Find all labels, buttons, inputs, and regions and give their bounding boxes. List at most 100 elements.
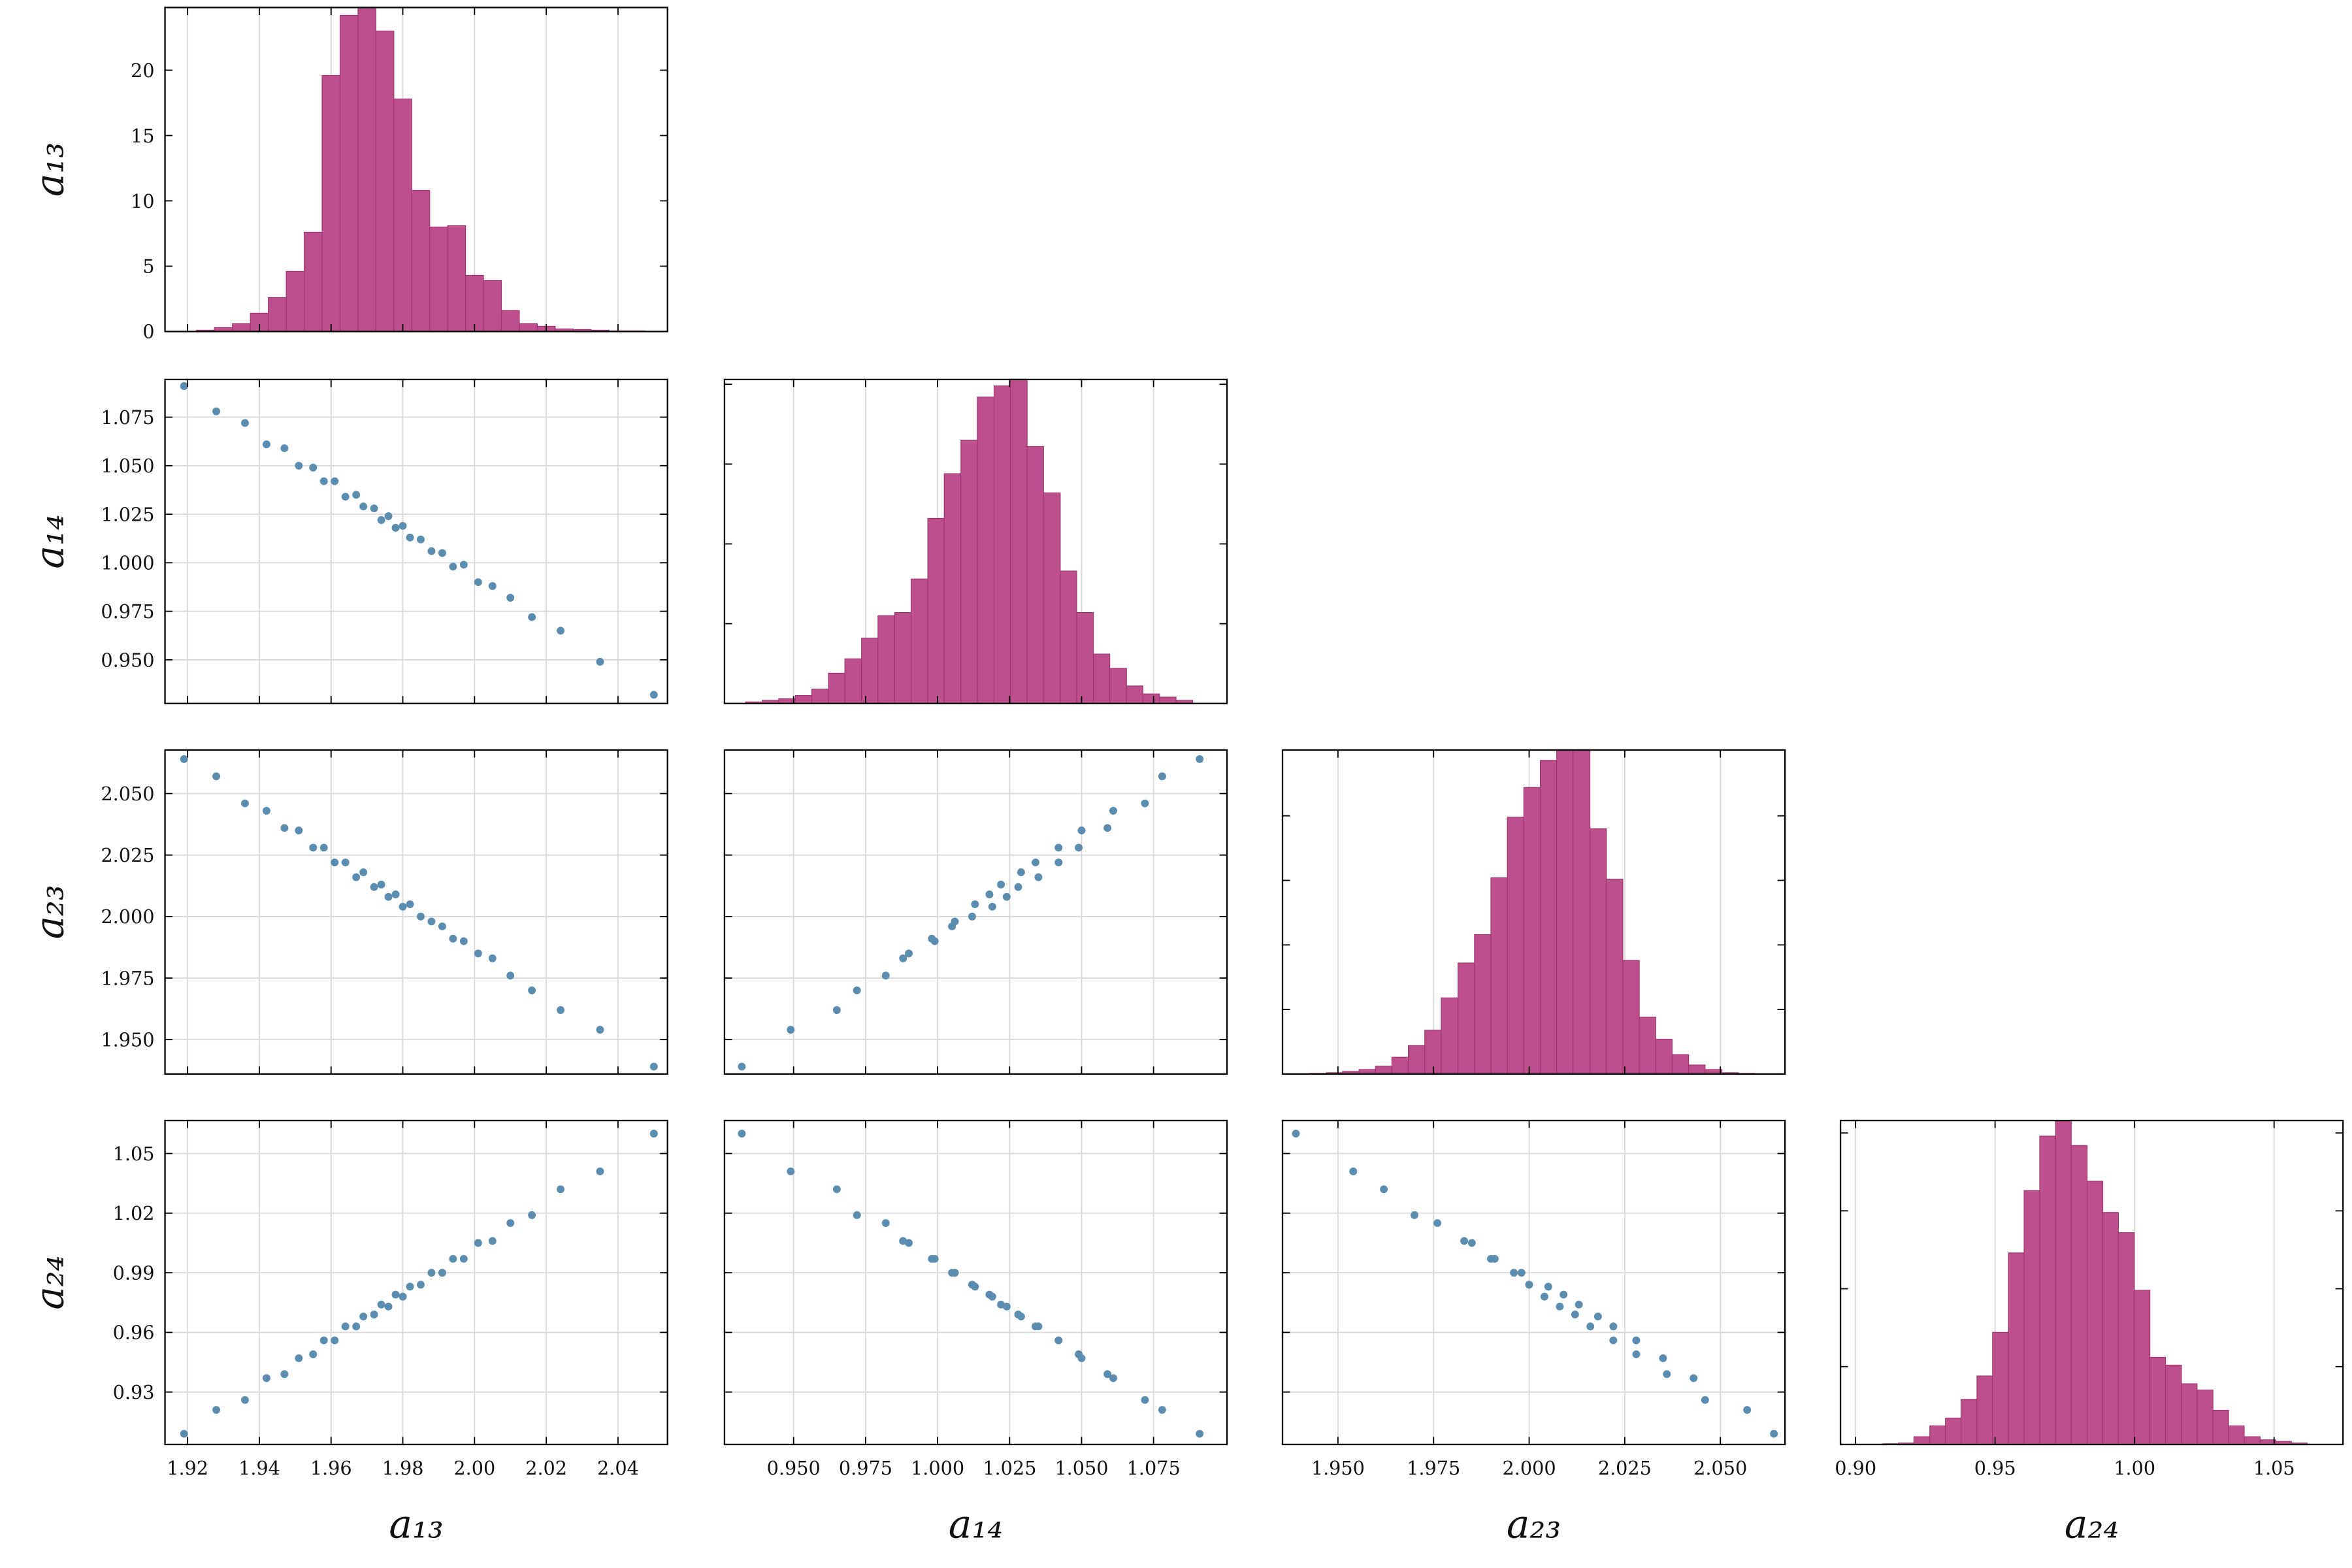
x-tick-label: 0.95 <box>1974 1457 2016 1479</box>
scatter-point <box>262 1374 270 1382</box>
histogram-bar <box>465 274 484 332</box>
scatter-point <box>1609 1336 1618 1345</box>
scatter-point <box>1525 1281 1533 1289</box>
histogram-bar <box>960 440 978 704</box>
x-tick-label: 1.05 <box>2253 1457 2295 1479</box>
y-tick-label: 2.050 <box>101 783 154 805</box>
x-tick-label: 0.950 <box>767 1457 821 1479</box>
scatter-point <box>787 1026 795 1034</box>
scatter-point <box>341 858 350 867</box>
histogram-bar <box>943 473 962 704</box>
scatter-point <box>1034 873 1043 881</box>
histogram-bar <box>2212 1409 2229 1445</box>
scatter-point <box>212 407 221 416</box>
histogram-bar <box>1109 668 1127 704</box>
scatter-point <box>905 949 913 958</box>
histogram-bar <box>1523 787 1541 1075</box>
scatter-point <box>1014 883 1022 891</box>
scatter-point <box>1560 1290 1568 1299</box>
histogram-bar <box>1655 1038 1673 1075</box>
scatter-point <box>180 1429 188 1438</box>
histogram-bar <box>794 695 813 704</box>
histogram-bar <box>1441 997 1459 1075</box>
scatter-point <box>280 1370 289 1379</box>
scatter-point <box>596 1026 604 1034</box>
scatter-point <box>528 1211 536 1219</box>
histogram-bar <box>1026 446 1044 704</box>
scatter-point <box>262 807 270 815</box>
scatter-point <box>1663 1370 1671 1379</box>
histogram-bar <box>1539 760 1558 1075</box>
x-tick-label: 1.950 <box>1311 1457 1365 1479</box>
scatter-point <box>1609 1322 1618 1331</box>
scatter-point <box>319 1336 328 1345</box>
scatter-point <box>1002 892 1011 901</box>
y-tick-label: 1.075 <box>101 406 154 429</box>
scatter-point <box>853 986 861 994</box>
scatter-point <box>309 1350 318 1358</box>
histogram-bar <box>2181 1383 2198 1445</box>
scatter-point <box>295 461 303 470</box>
y-axis-label: a₂₄ <box>27 1255 73 1309</box>
scatter-point <box>899 1237 907 1245</box>
histogram-bar <box>2055 1120 2072 1445</box>
scatter-point <box>280 824 289 832</box>
scatter-point <box>1031 858 1039 867</box>
scatter-point <box>474 578 482 587</box>
scatter-point <box>459 561 468 569</box>
scatter-point <box>948 1269 956 1277</box>
scatter-point <box>399 1292 407 1301</box>
scatter-point <box>1701 1396 1709 1404</box>
y-tick-label: 2.000 <box>101 906 154 928</box>
histogram-bar <box>1961 1399 1978 1445</box>
histogram-bar <box>927 517 945 704</box>
scatter-point <box>1510 1269 1518 1277</box>
histogram-bar <box>500 310 520 332</box>
histogram-bar <box>1408 1045 1426 1075</box>
scatter-point <box>1054 843 1063 852</box>
scatter-point <box>948 922 956 930</box>
scatter-point <box>417 912 425 921</box>
histogram-bar <box>1573 749 1591 1075</box>
histogram-bar <box>1671 1054 1690 1075</box>
histogram-bar <box>1375 1066 1392 1075</box>
histogram-bar <box>811 689 829 704</box>
scatter-point <box>449 563 457 571</box>
histogram-bar <box>1490 877 1508 1075</box>
scatter-point <box>649 691 658 699</box>
y-axis-label: a₁₃ <box>27 142 73 197</box>
histogram-bar <box>1507 817 1524 1075</box>
y-axis-label: a₁₄ <box>27 514 73 568</box>
scatter-point <box>377 880 385 889</box>
scatter-point <box>406 533 414 542</box>
scatter-point <box>459 1254 468 1263</box>
scatter-point <box>1109 1374 1117 1382</box>
scatter-point <box>406 1282 414 1291</box>
scatter-point <box>1292 1130 1300 1138</box>
x-tick-label: 2.050 <box>1693 1457 1747 1479</box>
axes-frame <box>723 378 1228 704</box>
x-tick-label: 2.04 <box>597 1457 639 1479</box>
scatter-point <box>528 613 536 621</box>
scatter-point <box>474 1239 482 1247</box>
y-tick-label: 1.025 <box>101 503 154 525</box>
scatter-point <box>488 954 497 962</box>
scatter-point <box>319 477 328 485</box>
histogram-bar <box>1474 934 1492 1075</box>
scatter-point <box>488 1237 497 1245</box>
histogram-bar <box>2070 1145 2088 1445</box>
scatter-point <box>341 493 350 501</box>
histogram-bar <box>519 323 538 332</box>
scatter-point <box>391 1290 400 1299</box>
histogram-bar <box>1142 693 1160 704</box>
histogram-bar <box>2117 1232 2135 1445</box>
scatter-point <box>1571 1311 1579 1318</box>
x-tick-label: 1.075 <box>1127 1457 1181 1479</box>
x-tick-label: 1.000 <box>911 1457 964 1479</box>
scatter-point <box>881 1219 890 1228</box>
scatter-point <box>399 902 407 911</box>
x-tick-label: 2.000 <box>1502 1457 1556 1479</box>
scatter-point <box>309 843 318 852</box>
x-tick-label: 2.025 <box>1598 1457 1652 1479</box>
